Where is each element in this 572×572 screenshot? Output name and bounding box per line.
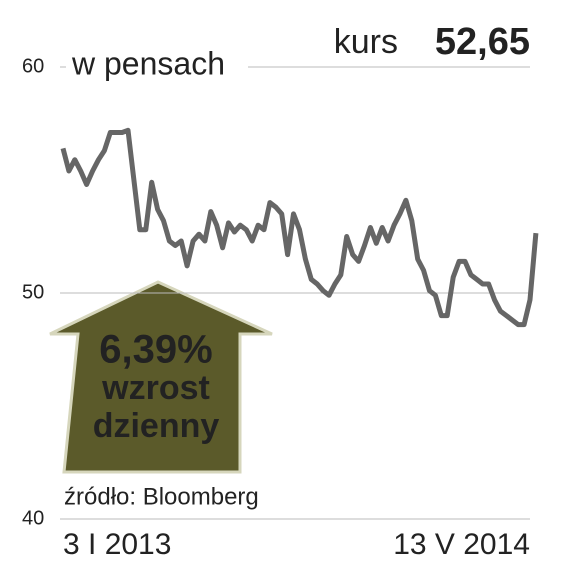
x-tick-label: 3 I 2013 bbox=[63, 528, 171, 561]
y-tick-label: 50 bbox=[22, 281, 44, 303]
current-label: kurs bbox=[334, 23, 398, 61]
change-text: dzienny bbox=[93, 407, 220, 445]
change-badge bbox=[49, 280, 273, 474]
y-axis-label: w pensach bbox=[71, 45, 225, 81]
change-value: 6,39% bbox=[99, 328, 212, 372]
change-text: wzrost bbox=[101, 369, 210, 407]
y-tick-label: 60 bbox=[22, 55, 44, 77]
current-value: 52,65 bbox=[435, 21, 530, 63]
label-background bbox=[66, 45, 248, 85]
y-tick-label: 40 bbox=[22, 507, 44, 529]
source: źródło: Bloomberg bbox=[64, 483, 259, 510]
price-line bbox=[60, 127, 539, 328]
x-tick-label: 13 V 2014 bbox=[393, 528, 530, 561]
